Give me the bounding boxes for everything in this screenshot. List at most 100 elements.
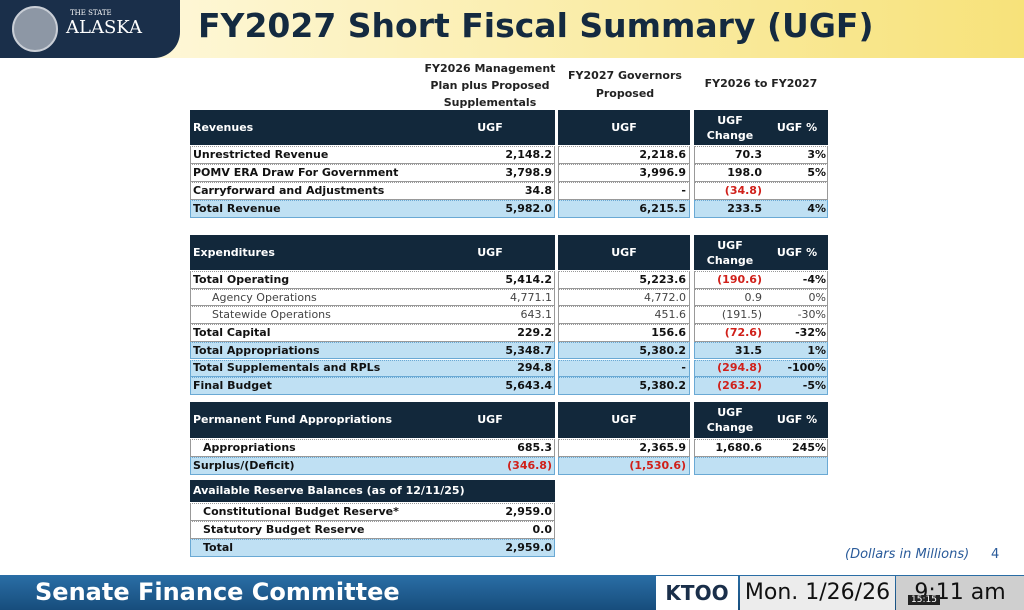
- row-label: Carryforward and Adjustments: [193, 184, 385, 197]
- row-cell: [694, 200, 828, 218]
- column-header: FY2026 Management Plan plus Proposed Sup…: [424, 62, 556, 109]
- row-cell: [190, 503, 555, 521]
- header-cell: [694, 402, 828, 438]
- row-cell: [558, 457, 690, 475]
- header-cell: [190, 235, 555, 270]
- cell-value: 5,982.0: [505, 202, 552, 215]
- row-cell: [694, 288, 828, 307]
- cell-value: -30%: [797, 308, 826, 322]
- date: Mon. 1/26/26: [740, 576, 895, 610]
- cell-value: 31.5: [734, 343, 762, 357]
- logo-name: ALASKA: [66, 17, 142, 38]
- row-cell: [190, 164, 555, 182]
- cell-value: 2,218.6: [639, 148, 686, 161]
- cell-value: 1,680.6: [715, 441, 762, 454]
- column-label: UGF: [611, 120, 637, 134]
- cell-value: -: [681, 361, 686, 375]
- row-cell: [190, 200, 555, 218]
- row-cell: [190, 377, 555, 395]
- row-label: Statutory Budget Reserve: [203, 523, 365, 536]
- cell-value: 0.0: [532, 523, 553, 536]
- cell-value: 3%: [807, 148, 826, 161]
- section-title: Permanent Fund Appropriations: [193, 413, 393, 426]
- row-cell: [694, 306, 828, 325]
- cell-value: 34.8: [524, 184, 552, 197]
- column-label: UGF Change: [706, 114, 754, 142]
- cell-value: (294.8): [717, 361, 762, 375]
- row-cell: [558, 288, 690, 307]
- cell-value: 245%: [792, 441, 826, 454]
- header-cell: [694, 110, 828, 145]
- row-cell: [694, 359, 828, 378]
- column-header: FY2027 Governors Proposed: [568, 69, 682, 100]
- cell-value: (263.2): [717, 379, 762, 393]
- column-label: UGF: [477, 245, 503, 259]
- row-cell: [558, 146, 690, 164]
- row-cell: [558, 359, 690, 378]
- row-cell: [190, 271, 555, 289]
- header-cell: [190, 402, 555, 438]
- cell-value: 5,380.2: [639, 343, 686, 357]
- cell-value: 156.6: [651, 325, 686, 339]
- section-title: Expenditures: [193, 245, 275, 259]
- clip-time: 15:15: [908, 595, 940, 605]
- row-cell: [558, 324, 690, 342]
- row-cell: [558, 271, 690, 289]
- cell-value: -4%: [802, 272, 826, 286]
- cell-value: (34.8): [724, 184, 762, 197]
- cell-value: -5%: [802, 379, 826, 393]
- column-label: UGF %: [776, 245, 818, 259]
- row-cell: [190, 521, 555, 539]
- row-cell: [558, 306, 690, 325]
- row-cell: [190, 359, 555, 378]
- row-cell: [190, 288, 555, 307]
- row-cell: [190, 306, 555, 325]
- row-cell: [190, 457, 555, 475]
- row-cell: [190, 539, 555, 557]
- row-cell: [694, 271, 828, 289]
- row-label: Statewide Operations: [212, 308, 331, 322]
- row-cell: [558, 341, 690, 360]
- cell-value: -32%: [795, 325, 826, 339]
- row-cell: [694, 341, 828, 360]
- header-cell: [558, 235, 690, 270]
- section-title: Revenues: [193, 120, 254, 134]
- row-cell: [558, 377, 690, 395]
- column-label: UGF %: [776, 120, 818, 134]
- row-label: Final Budget: [193, 379, 272, 393]
- row-cell: [694, 324, 828, 342]
- cell-value: (72.6): [724, 325, 762, 339]
- header-cell: [190, 110, 555, 145]
- column-label: UGF %: [776, 413, 818, 426]
- row-label: Surplus/(Deficit): [193, 459, 295, 472]
- cell-value: 2,365.9: [639, 441, 686, 454]
- row-cell: [190, 341, 555, 360]
- cell-value: (1,530.6): [629, 459, 686, 472]
- section-title: Available Reserve Balances (as of 12/11/…: [193, 484, 465, 497]
- column-label: UGF: [611, 245, 637, 259]
- row-cell: [190, 182, 555, 200]
- cell-value: (346.8): [507, 459, 552, 472]
- row-label: Agency Operations: [212, 290, 317, 304]
- cell-value: 5,380.2: [639, 379, 686, 393]
- column-label: UGF: [611, 413, 637, 426]
- cell-value: 643.1: [520, 308, 553, 322]
- cell-value: 2,959.0: [505, 541, 552, 554]
- cell-value: 294.8: [517, 361, 552, 375]
- cell-value: 70.3: [734, 148, 762, 161]
- row-cell: [558, 439, 690, 457]
- cell-value: 685.3: [517, 441, 552, 454]
- cell-value: 5,414.2: [505, 272, 552, 286]
- cell-value: 451.6: [654, 308, 687, 322]
- cell-value: 4,771.1: [510, 290, 552, 304]
- station: KTOO: [656, 576, 738, 610]
- cell-value: 3,996.9: [639, 166, 686, 179]
- header-cell: [558, 110, 690, 145]
- row-cell: [558, 182, 690, 200]
- row-cell: [190, 146, 555, 164]
- row-label: Total Revenue: [193, 202, 281, 215]
- row-cell: [694, 146, 828, 164]
- page-number: 4: [991, 547, 1000, 562]
- cell-value: 198.0: [727, 166, 762, 179]
